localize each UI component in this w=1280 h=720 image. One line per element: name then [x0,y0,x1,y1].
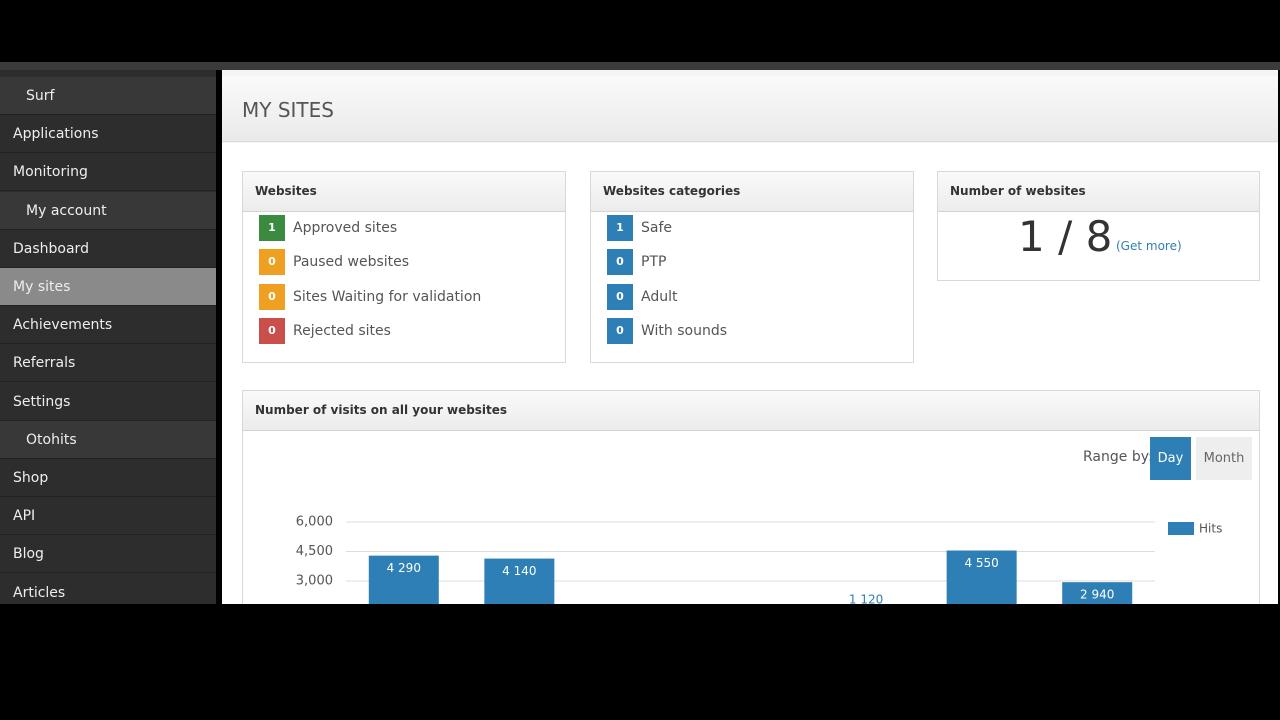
status-row: 1 Safe [607,215,672,241]
count-badge: 0 [607,283,633,310]
status-row: 0 Adult [607,283,678,310]
number-panel: Number of websites 1 / 8 (Get more) [937,171,1260,281]
sidebar: Surf Applications Monitoring My account Dash… [0,70,216,604]
nav-item[interactable]: Settings [0,382,216,421]
range-label: Range by: [1083,449,1153,465]
row-label: Approved sites [293,220,398,236]
row-label: PTP [641,254,667,271]
row-label: With sounds [641,322,728,339]
bar [946,550,1017,604]
row-label: Safe [641,220,673,236]
status-row: 0 Rejected sites [259,317,391,344]
count-badge: 1 [607,215,633,241]
status-row: 0 PTP [607,249,667,276]
panel-title: Websites [243,172,565,212]
row-label: Paused websites [293,254,410,271]
panel-title: Number of websites [938,172,1259,212]
status-row: 0 With sounds [607,317,728,344]
status-row: 0 Paused websites [259,249,410,276]
site-count: 1 / 8 [1018,212,1113,261]
count-badge: 1 [259,215,285,241]
panel-title: Websites categories [591,172,913,212]
value-label: 1 120 [849,592,883,604]
top-strip [0,62,1280,70]
bar [484,558,555,604]
count-badge: 0 [259,283,285,310]
y-tick-label: 4,500 [296,544,333,559]
value-label: 4 140 [502,564,536,578]
nav-item[interactable]: Surf [0,77,216,115]
legend-label: Hits [1199,522,1222,536]
value-label: 4 290 [387,561,421,575]
bar [1062,582,1133,604]
page-title: MY SITES [242,98,334,122]
header: MY SITES [222,76,1278,142]
panel: Websites categories 1 Safe 0 PTP 0 Adult 0 With … [590,171,914,363]
count-badge: 0 [607,249,633,276]
nav-item[interactable]: API [0,497,216,536]
nav-item[interactable]: Dashboard [0,229,216,268]
nav-item[interactable]: Articles [0,573,216,604]
status-row: 0 Sites Waiting for validation [259,283,482,310]
row-label: Rejected sites [293,322,391,339]
nav-item[interactable]: My sites [0,268,216,306]
row-label: Adult [641,288,678,305]
y-tick-label: 6,000 [296,515,333,530]
nav-item[interactable]: Shop [0,459,216,497]
nav-item[interactable]: Monitoring [0,153,216,192]
bar [368,555,439,604]
count-badge: 0 [259,317,285,344]
get-more-link[interactable]: (Get more) [1116,239,1182,253]
row-label: Sites Waiting for validation [293,288,482,305]
nav-item[interactable]: Otohits [0,420,216,459]
nav-item[interactable]: My account [0,191,216,230]
nav-item[interactable]: Applications [0,115,216,154]
count-badge: 0 [607,317,633,344]
nav-item[interactable]: Achievements [0,306,216,345]
y-tick-label: 3,000 [296,574,333,589]
value-label: 4 550 [964,556,998,570]
viewport: Surf Applications Monitoring My account Dash… [0,62,1280,604]
range-button[interactable]: Month [1196,437,1252,480]
panel: Websites 1 Approved sites 0 Paused websites 0… [242,171,566,363]
nav-item[interactable]: Referrals [0,344,216,383]
count-badge: 0 [259,249,285,276]
range-button[interactable]: Day [1150,437,1191,480]
panel-title: Number of visits on all your websites [243,391,1259,431]
chart: 3,000 4,500 6,000 4 290 4 140 1 120 4 550 2 940… [296,515,1222,604]
legend-swatch [1168,522,1194,535]
nav-item[interactable]: Blog [0,535,216,574]
status-row: 1 Approved sites [259,215,397,241]
value-label: 2 940 [1080,588,1114,602]
